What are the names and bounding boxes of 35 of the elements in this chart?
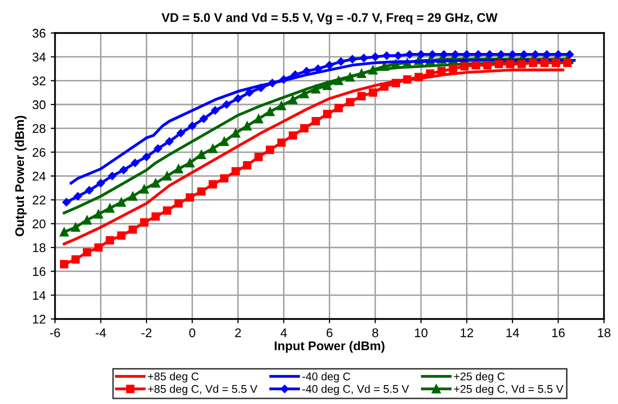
y-tick-label: 34 — [32, 52, 46, 62]
y-tick-label: 18 — [33, 243, 46, 252]
x-tick-label: 6 — [326, 328, 332, 338]
x-tick-label: -6 — [50, 328, 60, 338]
x-tick-label: -4 — [96, 328, 106, 338]
x-tick-label: 0 — [189, 328, 196, 338]
legend-label: +25 deg C, Vd = 5.5 V — [454, 384, 564, 396]
y-tick-label: 32 — [32, 76, 46, 86]
y-axis-title: Output Power (dBm) — [14, 116, 27, 236]
x-tick-label: 8 — [372, 328, 378, 338]
x-axis-title: Input Power (dBm) — [274, 341, 384, 353]
legend-label: +85 deg C — [148, 372, 199, 383]
y-tick-label: 22 — [32, 196, 46, 204]
x-tick-label: 2 — [235, 328, 241, 338]
x-tick-label: -2 — [142, 328, 152, 338]
legend-label: -40 deg C — [302, 372, 350, 383]
y-tick-label: 16 — [33, 267, 46, 276]
y-tick-label: 30 — [32, 100, 46, 110]
legend-label: +85 deg C, Vd = 5.5 V — [148, 384, 258, 396]
legend-label: -40 deg C, Vd = 5.5 V — [302, 384, 409, 396]
x-tick-label: 10 — [415, 328, 428, 338]
x-tick-label: 4 — [280, 328, 287, 338]
x-tick-label: 14 — [506, 328, 520, 338]
y-tick-label: 12 — [33, 314, 46, 324]
x-tick-label: 12 — [460, 328, 474, 338]
y-tick-label: 26 — [32, 148, 46, 157]
chart-title: VD = 5.0 V and Vd = 5.5 V, Vg = -0.7 V, Freq = 29 GHz, CW — [162, 12, 498, 25]
y-tick-label: 20 — [32, 219, 46, 228]
x-tick-label: 18 — [598, 328, 610, 338]
y-tick-label: 24 — [32, 172, 46, 181]
y-tick-label: 14 — [33, 291, 46, 300]
y-tick-label: 28 — [32, 124, 46, 133]
x-tick-label: 16 — [552, 328, 565, 338]
legend-label: +25 deg C — [454, 372, 505, 383]
y-tick-label: 36 — [32, 28, 46, 38]
